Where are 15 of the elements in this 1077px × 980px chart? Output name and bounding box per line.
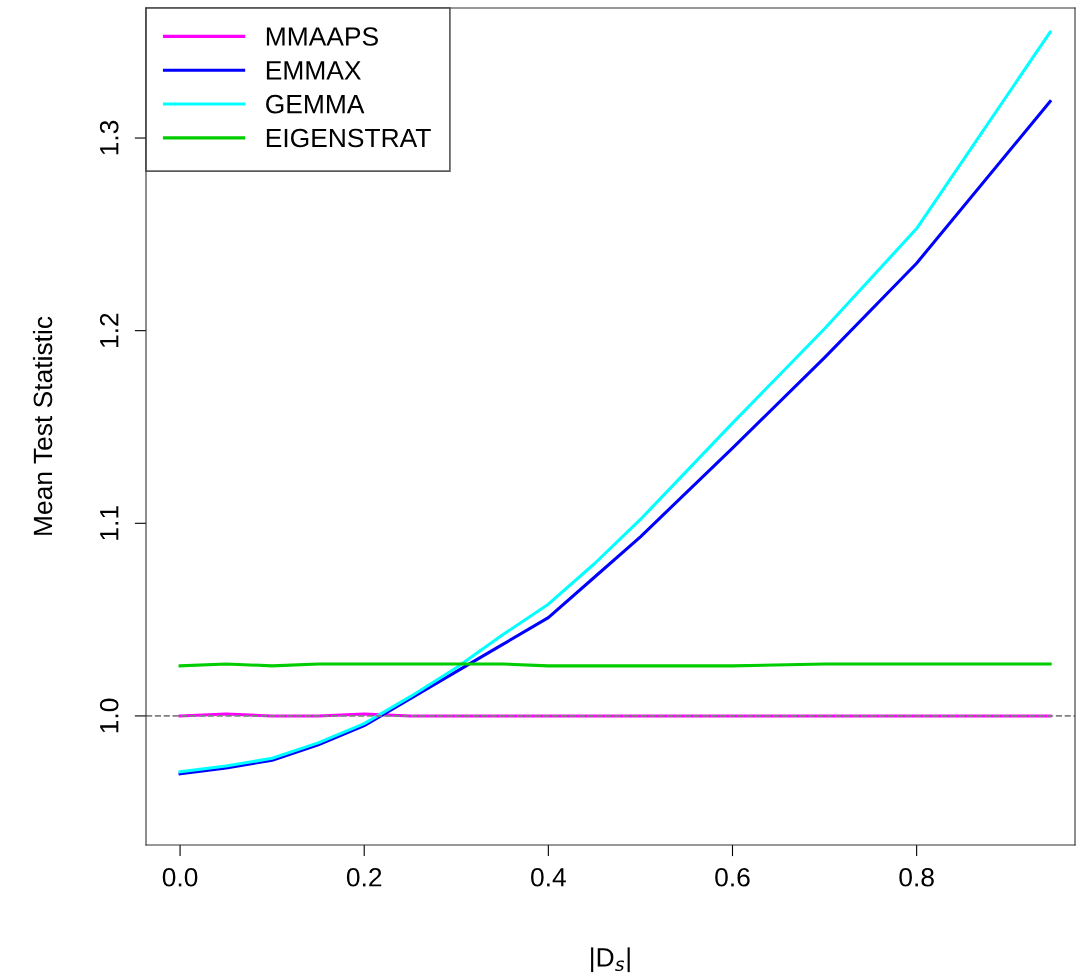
x-tick-label: 0.8 <box>899 867 934 887</box>
y-tick-label: 1.1 <box>100 506 119 540</box>
y-tick-label: 1.0 <box>99 698 119 733</box>
legend-label: GEMMA <box>266 94 365 114</box>
y-tick-label: 1.2 <box>99 313 119 347</box>
x-tick-label: 0.0 <box>162 867 198 887</box>
x-tick-label: 0.2 <box>346 867 382 887</box>
legend-label: EMMAX <box>266 61 361 80</box>
x-tick-label: 0.4 <box>531 867 566 887</box>
y-tick-label: 1.3 <box>99 120 119 155</box>
x-tick-label: 0.6 <box>715 867 750 887</box>
legend-label: MMAAPS <box>266 27 378 46</box>
legend-label: EIGENSTRAT <box>266 128 431 148</box>
x-axis-title: |D$_{s}$| <box>591 947 630 973</box>
y-axis-title: Mean Test Statistic <box>32 316 53 535</box>
